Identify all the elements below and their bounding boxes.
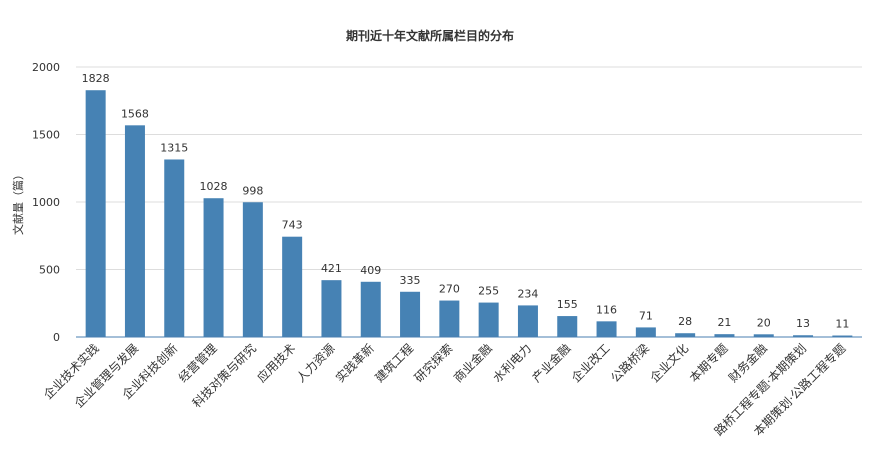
bar-value-label: 20 <box>757 316 771 329</box>
bar-value-label: 1028 <box>200 180 228 193</box>
bar <box>714 334 735 337</box>
bar-value-label: 255 <box>478 285 499 298</box>
y-tick-label: 0 <box>53 331 60 344</box>
x-category-label: 实践革新 <box>332 341 377 386</box>
bar <box>832 335 853 337</box>
bar-value-label: 116 <box>596 303 617 316</box>
chart-title: 期刊近十年文献所属栏目的分布 <box>346 28 514 43</box>
x-category-label: 建筑工程 <box>372 341 417 386</box>
bar <box>203 198 224 337</box>
bar <box>164 159 185 337</box>
y-tick-label: 1500 <box>32 129 60 142</box>
bar-value-label: 743 <box>282 219 303 232</box>
x-category-label: 应用技术 <box>254 341 299 386</box>
bar <box>557 316 578 337</box>
bar <box>124 125 145 337</box>
bar-value-label: 1568 <box>121 107 149 120</box>
bar-value-label: 409 <box>360 264 381 277</box>
x-category-label: 人力资源 <box>294 341 338 385</box>
x-category-label: 水利电力 <box>490 341 534 385</box>
bar <box>282 236 303 337</box>
bar-value-label: 155 <box>557 298 578 311</box>
bar <box>400 291 421 337</box>
bars <box>85 90 853 337</box>
bar-value-label: 13 <box>796 317 810 330</box>
bar <box>675 333 696 337</box>
y-axis-title: 文献量（篇） <box>11 169 25 235</box>
bar <box>517 305 538 337</box>
bar <box>635 327 656 337</box>
bar-value-label: 270 <box>439 283 460 296</box>
x-category-label: 公路桥梁 <box>607 341 652 386</box>
bar-value-label: 1315 <box>160 141 188 154</box>
bar-value-label: 998 <box>242 184 263 197</box>
bar-value-label: 28 <box>678 315 692 328</box>
bar-value-label: 335 <box>400 274 421 287</box>
value-labels: 1828 1568 1315 1028 998 743 421 409 335 270 255 234… <box>82 72 850 330</box>
bar <box>596 321 617 337</box>
x-category-label: 商业金融 <box>450 341 495 386</box>
bar-value-label: 21 <box>717 316 731 329</box>
x-category-label: 企业文化 <box>647 341 692 386</box>
x-category-label: 研究探索 <box>411 341 456 386</box>
y-axis-ticks: 0 500 1000 1500 2000 <box>32 61 60 344</box>
bar <box>753 334 774 337</box>
y-tick-label: 2000 <box>32 61 60 74</box>
category-labels: 企业技术实践企业管理与发展企业科技创新经营管理科技对策与研究应用技术人力资源实践… <box>40 341 848 439</box>
bar <box>85 90 106 337</box>
x-category-label: 产业金融 <box>529 341 574 386</box>
bar-value-label: 71 <box>639 309 653 322</box>
bar <box>793 335 814 337</box>
x-category-label: 本期专题 <box>686 341 731 386</box>
bar-value-label: 234 <box>517 287 538 300</box>
bar-value-label: 11 <box>835 318 849 331</box>
bar <box>321 280 342 337</box>
gridlines <box>76 66 862 270</box>
bar-value-label: 421 <box>321 262 342 275</box>
bar <box>242 202 263 337</box>
x-category-label: 企业改工 <box>568 341 613 386</box>
bar-value-label: 1828 <box>82 72 110 85</box>
bar <box>478 302 499 337</box>
y-tick-label: 500 <box>39 264 60 277</box>
bar <box>439 300 460 337</box>
y-tick-label: 1000 <box>32 196 60 209</box>
bar <box>360 281 381 337</box>
